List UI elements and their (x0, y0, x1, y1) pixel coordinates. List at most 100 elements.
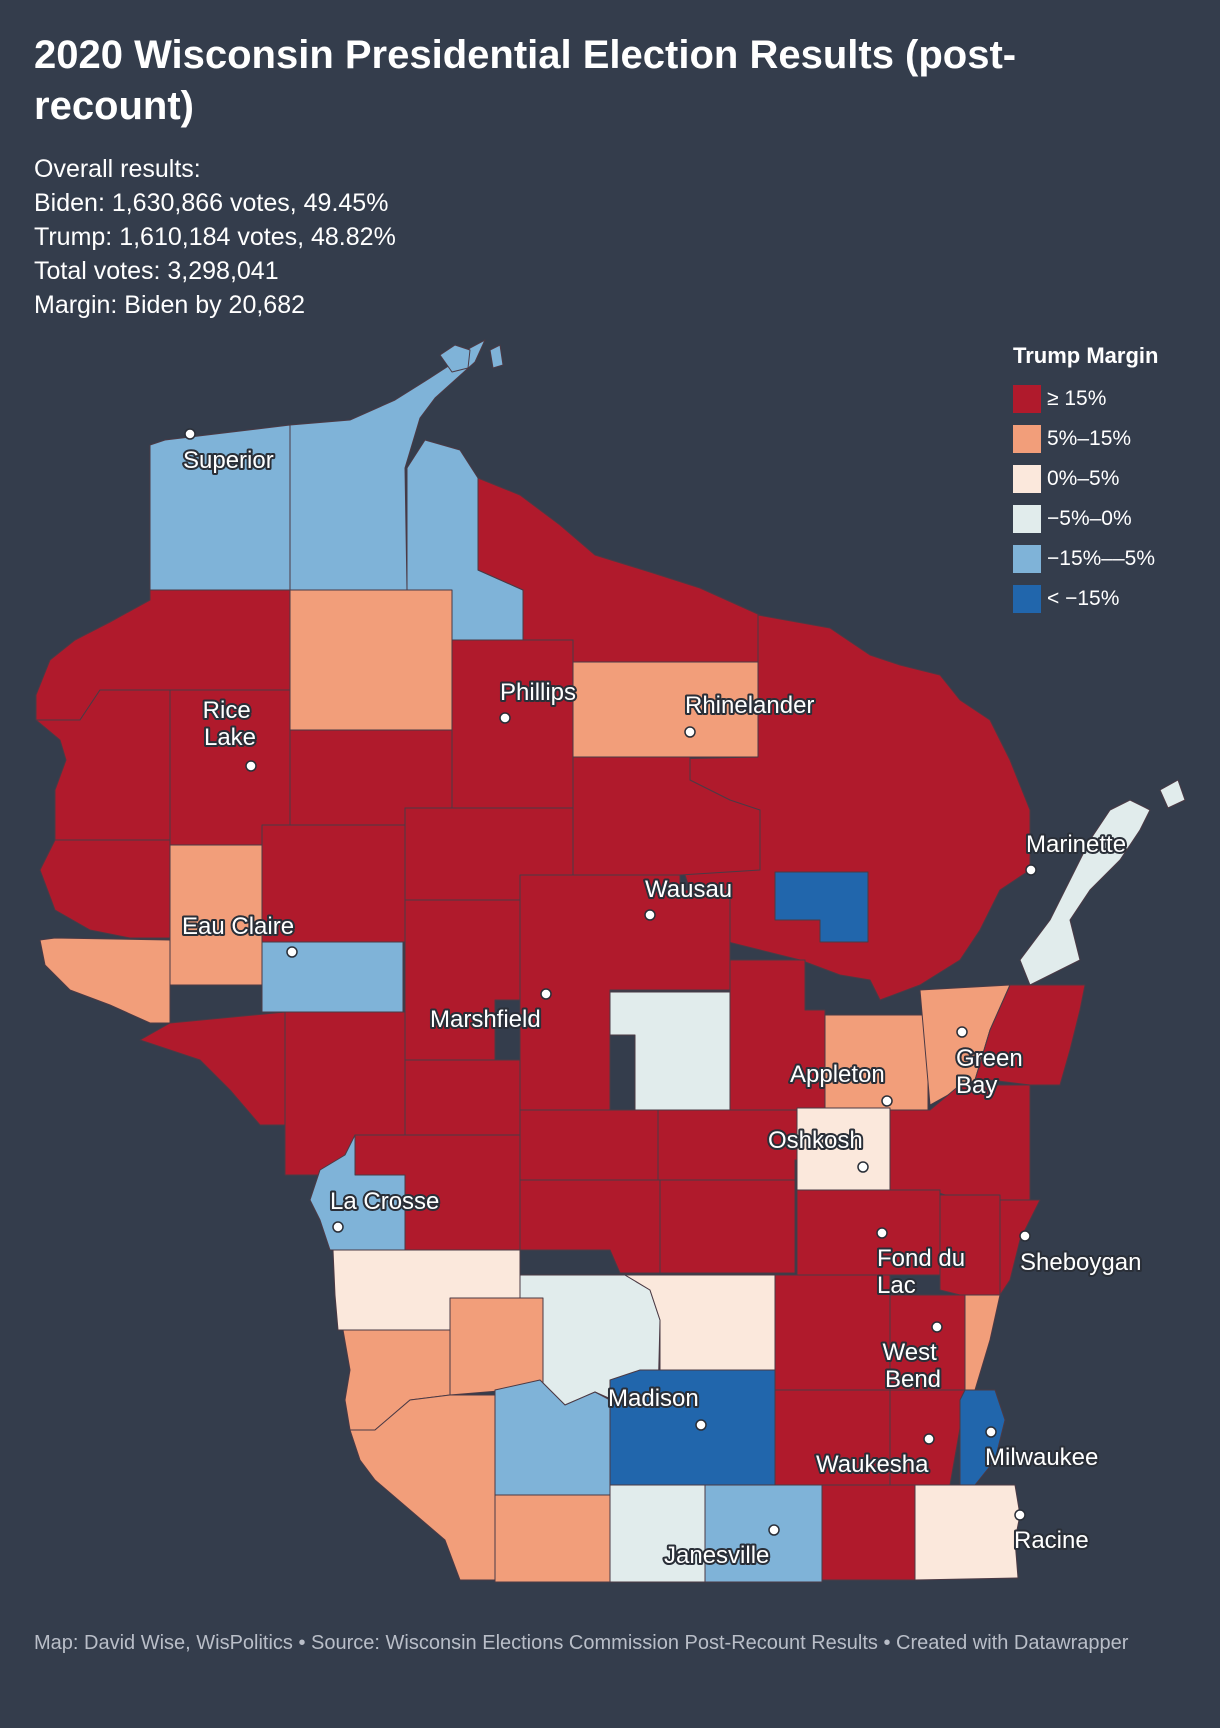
city-marker[interactable] (245, 760, 257, 772)
county[interactable] (914, 1484, 1021, 1581)
county[interactable] (704, 1484, 823, 1583)
legend-label: < −15% (1047, 587, 1120, 610)
legend-item: −15%––5% (1013, 539, 1158, 579)
county[interactable] (451, 639, 574, 809)
county[interactable] (261, 941, 404, 1013)
city-marker[interactable] (540, 988, 552, 1000)
city-marker[interactable] (985, 1426, 997, 1438)
city-marker[interactable] (857, 1161, 869, 1173)
city-marker[interactable] (1014, 1509, 1026, 1521)
legend-item: −5%–0% (1013, 499, 1158, 539)
city-label-line: Lake (204, 724, 256, 751)
county[interactable] (494, 1379, 611, 1496)
city-label-line: Bend (885, 1366, 941, 1393)
legend-swatch (1013, 385, 1041, 413)
county[interactable] (494, 1494, 611, 1583)
city-label: Phillips (500, 679, 576, 706)
county[interactable] (964, 1294, 1001, 1391)
city-label: Madison (608, 1385, 699, 1412)
city-marker[interactable] (1019, 1230, 1031, 1242)
city-label: Rhinelander (685, 692, 814, 719)
legend-label: 5%–15% (1047, 427, 1132, 450)
summary-trump: Trump: 1,610,184 votes, 48.82% (34, 223, 396, 251)
legend-label: −15%––5% (1047, 547, 1156, 570)
city-marker[interactable] (499, 712, 511, 724)
city-label: Marshfield (430, 1006, 541, 1033)
city-label: Appleton (790, 1061, 885, 1088)
city-label-line: Rice (203, 697, 251, 724)
county[interactable] (821, 1484, 916, 1581)
city-marker[interactable] (184, 428, 196, 440)
city-label-line: Green (956, 1045, 1023, 1072)
city-marker[interactable] (644, 909, 656, 921)
county[interactable] (289, 589, 453, 731)
county[interactable] (774, 1274, 891, 1391)
county[interactable] (1019, 799, 1151, 986)
city-label: Marinette (1026, 831, 1126, 858)
county[interactable] (39, 839, 171, 939)
legend-title: Trump Margin (1013, 343, 1159, 368)
city-marker[interactable] (768, 1524, 780, 1536)
summary-margin: Margin: Biden by 20,682 (34, 291, 306, 319)
city-marker[interactable] (332, 1221, 344, 1233)
county[interactable] (349, 1394, 496, 1581)
legend-item: 0%–5% (1013, 459, 1158, 499)
legend-item: 5%–15% (1013, 419, 1158, 459)
county-apostle-islands[interactable] (439, 344, 471, 373)
summary-heading: Overall results: (34, 155, 201, 183)
map-svg: Superior Rice Lake Phillips Rhinelander … (35, 339, 1186, 1583)
city-marker[interactable] (956, 1026, 968, 1038)
county[interactable] (609, 991, 731, 1111)
legend-swatch (1013, 545, 1041, 573)
overall-results-summary: Overall results: Biden: 1,630,866 votes,… (34, 152, 396, 322)
county[interactable] (796, 1107, 891, 1204)
map-legend: Trump Margin ≥ 15% 5%–15% 0%–5% −5%–0% −… (1013, 343, 1158, 619)
city-label-line: Bay (956, 1072, 997, 1099)
county[interactable] (139, 1011, 286, 1126)
summary-biden: Biden: 1,630,866 votes, 49.45% (34, 189, 389, 217)
county[interactable] (974, 984, 1086, 1086)
city-label: Racine (1014, 1527, 1089, 1554)
county[interactable] (39, 937, 171, 1024)
county[interactable] (959, 1389, 1006, 1486)
city-marker[interactable] (695, 1419, 707, 1431)
city-marker[interactable] (931, 1321, 943, 1333)
legend-label: −5%–0% (1047, 507, 1132, 530)
county[interactable] (659, 1179, 796, 1274)
legend-label: 0%–5% (1047, 467, 1120, 490)
city-label: Wausau (645, 876, 732, 903)
county[interactable] (289, 339, 486, 591)
city-markers: Superior Rice Lake Phillips Rhinelander … (180, 428, 1143, 1571)
county[interactable] (404, 899, 521, 1061)
legend-swatch (1013, 425, 1041, 453)
city-label: Green Bay (956, 1045, 1029, 1099)
city-marker[interactable] (923, 1433, 935, 1445)
city-marker[interactable] (1025, 864, 1037, 876)
city-marker[interactable] (881, 1095, 893, 1107)
city-label: Rice Lake (203, 697, 258, 751)
city-label: Sheboygan (1020, 1249, 1141, 1276)
county-layer (35, 339, 1186, 1583)
city-label-line: Lac (877, 1272, 916, 1299)
county-apostle-islands[interactable] (489, 344, 504, 369)
city-label: Janesville (664, 1542, 769, 1569)
source-credit: Map: David Wise, WisPolitics • Source: W… (34, 1632, 1129, 1654)
city-marker[interactable] (286, 946, 298, 958)
page-title: 2020 Wisconsin Presidential Election Res… (34, 33, 1017, 128)
county[interactable] (519, 1109, 659, 1181)
county[interactable] (449, 1297, 544, 1396)
county[interactable] (519, 1179, 661, 1274)
city-label: Superior (183, 447, 274, 474)
city-marker[interactable] (684, 726, 696, 738)
city-label-line: West (883, 1339, 938, 1366)
county[interactable] (774, 871, 869, 943)
legend-swatch (1013, 465, 1041, 493)
city-label: Oshkosh (768, 1127, 863, 1154)
city-marker[interactable] (876, 1227, 888, 1239)
county-washington-island[interactable] (1159, 779, 1186, 809)
city-label: Eau Claire (182, 913, 294, 940)
legend-swatch (1013, 505, 1041, 533)
legend-item: < −15% (1013, 579, 1158, 619)
summary-total: Total votes: 3,298,041 (34, 257, 279, 285)
city-label: Waukesha (816, 1451, 929, 1478)
